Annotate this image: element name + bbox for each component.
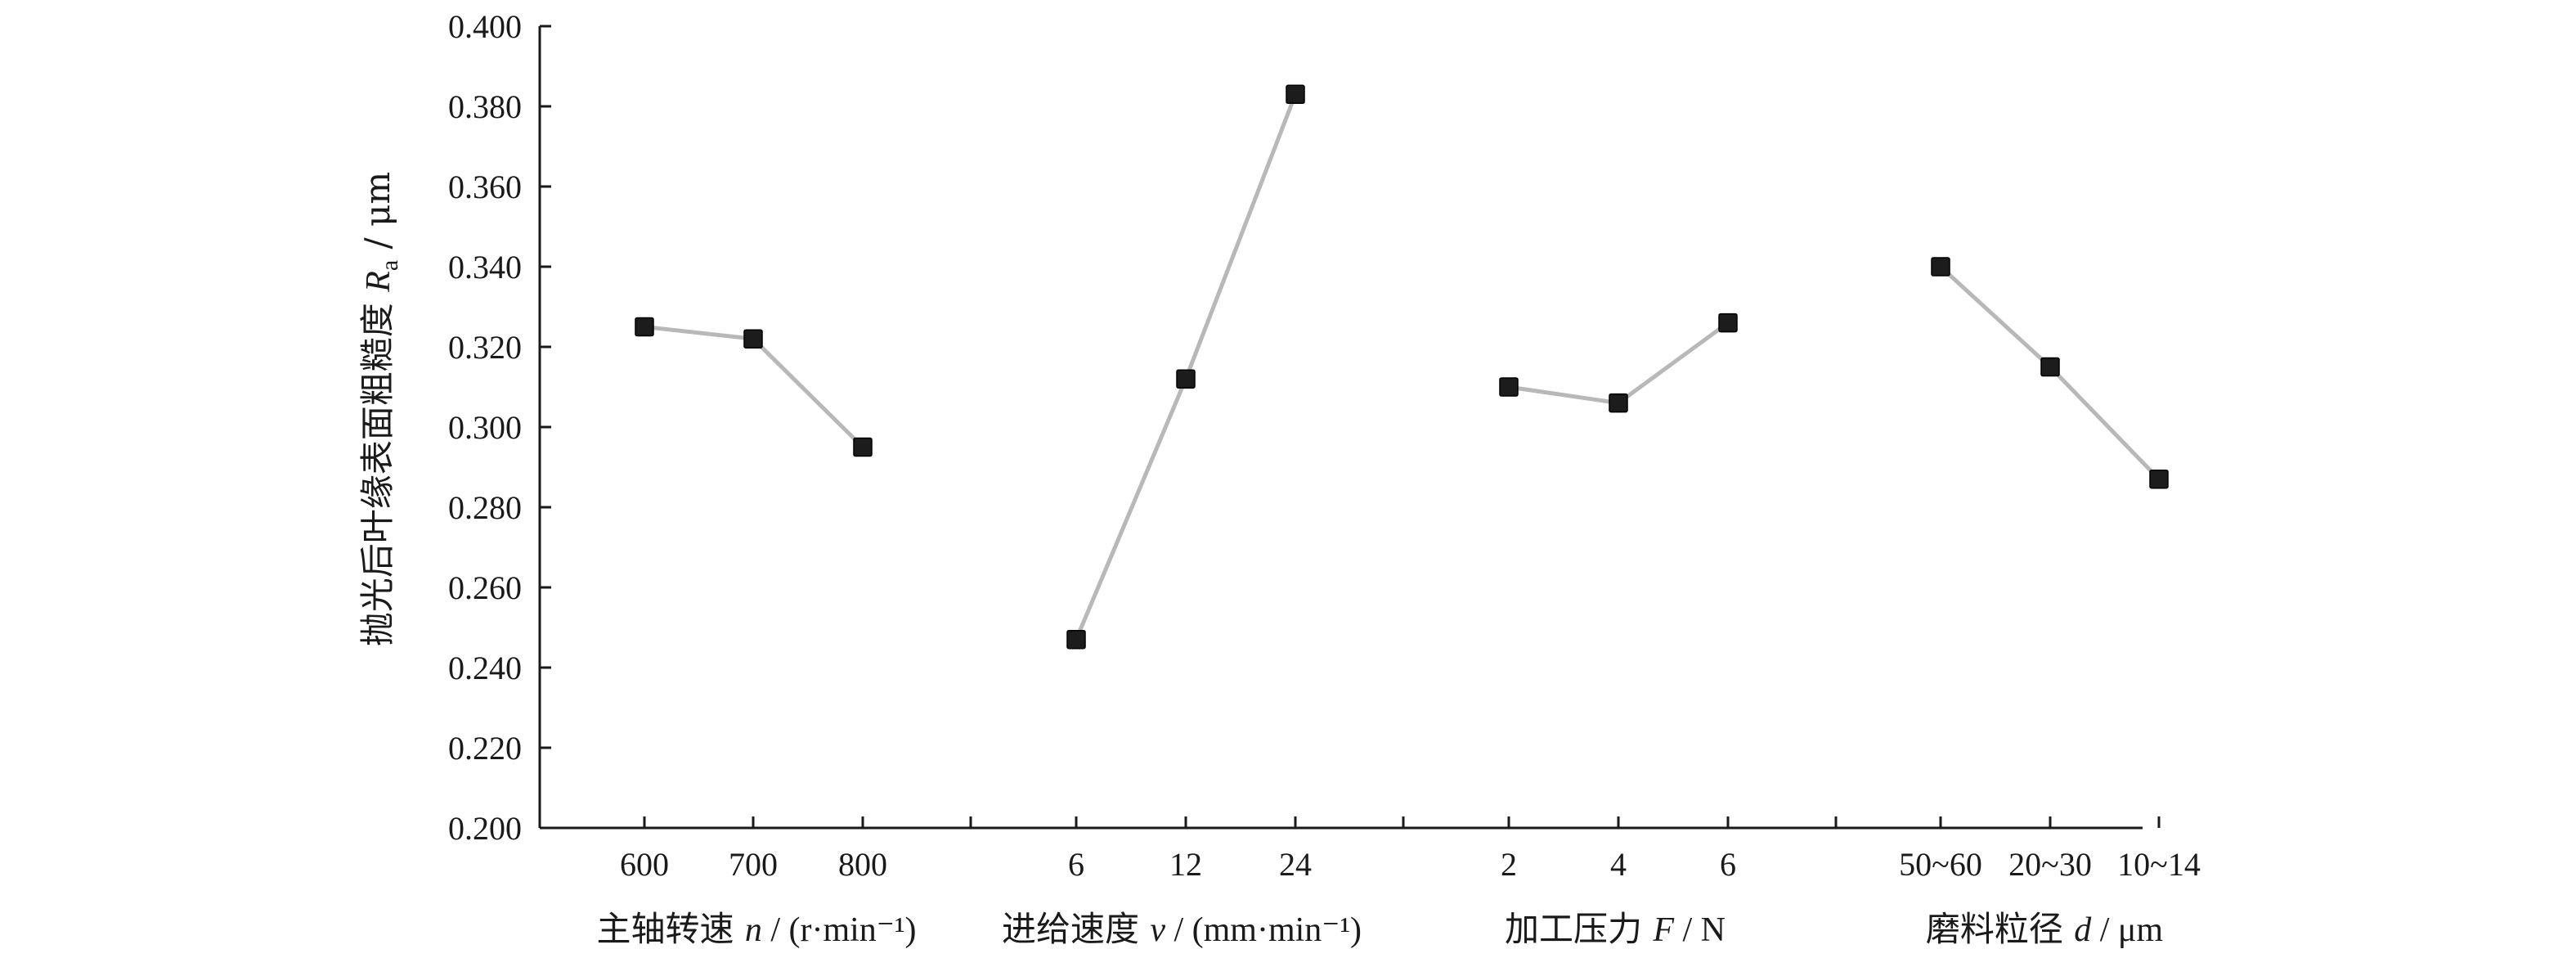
factor-label-prefix: 磨料粒径 <box>1926 909 2074 949</box>
y-tick-label: 0.380 <box>448 88 522 125</box>
y-axis-label-subscript: a <box>376 260 403 271</box>
y-tick-label: 0.260 <box>448 569 522 606</box>
x-tick-label: 20~30 <box>2008 846 2092 883</box>
y-tick-label: 0.220 <box>448 730 522 767</box>
y-axis-label-prefix: 抛光后叶缘表面粗糙度 <box>357 292 397 646</box>
x-tick-label: 700 <box>729 846 778 883</box>
factor-label-prefix: 加工压力 <box>1505 909 1653 949</box>
data-point-marker <box>2040 357 2060 377</box>
factor-label-symbol: d <box>2074 911 2092 949</box>
data-point-marker <box>2149 469 2169 489</box>
y-tick-label: 0.400 <box>448 8 522 45</box>
factor-label-suffix: / N <box>1674 911 1726 949</box>
data-point-marker <box>1176 369 1196 389</box>
data-point-marker <box>1609 393 1628 413</box>
y-tick-label: 0.360 <box>448 169 522 205</box>
x-tick-label: 6 <box>1720 846 1736 883</box>
data-point-marker <box>1066 629 1086 650</box>
x-tick-label: 600 <box>620 846 669 883</box>
factor-label: 加工压力 F / N <box>1505 909 1726 949</box>
factor-label-suffix: / (r·min⁻¹) <box>762 911 917 949</box>
factor-label: 磨料粒径 d / μm <box>1926 909 2164 949</box>
series <box>635 84 2169 650</box>
factor-label-suffix: / (mm·min⁻¹) <box>1165 911 1362 949</box>
factor-label-suffix: / μm <box>2091 911 2163 949</box>
factor-label-symbol: n <box>745 911 762 949</box>
factor-labels: 主轴转速 n / (r·min⁻¹) 进给速度 v / (mm·min⁻¹) 加工压… <box>596 909 2163 949</box>
y-tick-label: 0.300 <box>448 409 522 446</box>
y-axis-label-symbol: R <box>360 271 397 293</box>
y-tick-label: 0.320 <box>448 329 522 366</box>
factor-label-symbol: v <box>1150 911 1165 949</box>
x-tick-label: 50~60 <box>1899 846 1982 883</box>
x-tick-label: 2 <box>1501 846 1517 883</box>
y-tick-label: 0.340 <box>448 249 522 286</box>
data-point-marker <box>635 317 654 337</box>
data-point-marker <box>743 329 763 349</box>
x-axis: 600 700 800 6 12 24 2 4 6 50~60 20~30 10~14 <box>540 816 2201 883</box>
y-tick-label: 0.200 <box>448 810 522 847</box>
data-point-marker <box>853 437 873 457</box>
x-tick-label: 4 <box>1610 846 1627 883</box>
y-tick-label: 0.280 <box>448 489 522 526</box>
factor-label-prefix: 进给速度 <box>1002 909 1150 949</box>
data-point-marker <box>1718 313 1738 333</box>
x-tick-label: 6 <box>1068 846 1084 883</box>
data-point-marker <box>1499 377 1519 397</box>
y-axis-label: 抛光后叶缘表面粗糙度 Ra / μm <box>357 172 403 646</box>
factor-label-prefix: 主轴转速 <box>596 909 744 949</box>
y-tick-label: 0.240 <box>448 650 522 686</box>
x-tick-label: 24 <box>1279 846 1312 883</box>
x-tick-label: 800 <box>838 846 887 883</box>
series-line <box>1074 93 1298 641</box>
x-tick-label: 10~14 <box>2117 846 2201 883</box>
factor-label-symbol: F <box>1652 911 1674 949</box>
data-point-marker <box>1286 84 1305 105</box>
factor-label: 主轴转速 n / (r·min⁻¹) <box>596 909 916 949</box>
series-line <box>1508 321 1730 406</box>
data-point-marker <box>1931 257 1950 277</box>
y-axis-label-suffix: / μm <box>357 172 397 260</box>
factor-label: 进给速度 v / (mm·min⁻¹) <box>1002 909 1362 949</box>
x-tick-label: 12 <box>1169 846 1202 883</box>
y-axis: 0.200 0.220 0.240 0.260 0.280 0.300 0.320 0.340… <box>448 8 551 847</box>
